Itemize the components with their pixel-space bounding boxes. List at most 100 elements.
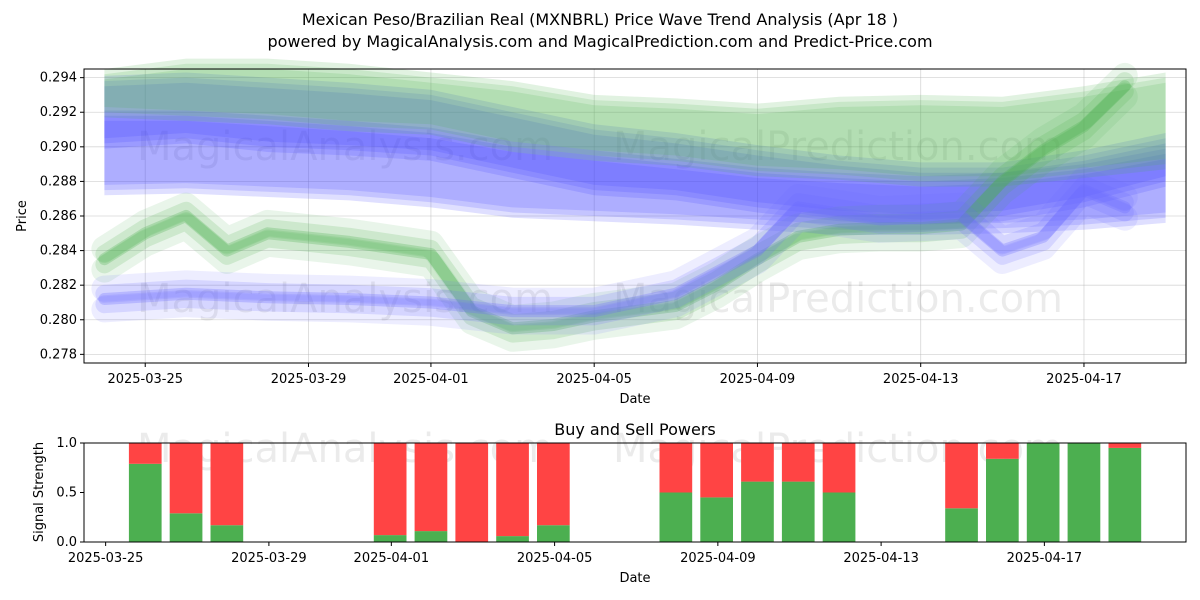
blue-wave	[91, 187, 1138, 335]
signal-x-tick-label: 2025-04-01	[354, 551, 430, 566]
upper-blue-band	[104, 82, 1166, 225]
buy-bar	[1067, 443, 1101, 542]
signal-bars	[128, 443, 1142, 542]
buy-bar	[373, 535, 407, 542]
price-x-tick-label: 2025-04-09	[720, 372, 796, 387]
signal-x-tick-label: 2025-04-05	[517, 551, 593, 566]
green-wave	[95, 72, 1134, 333]
buy-bar	[128, 463, 162, 542]
lower-blue-band	[104, 115, 1166, 230]
buy-bar	[537, 525, 570, 542]
price-y-axis-label: Price	[15, 200, 30, 232]
price-x-axis-label: Date	[619, 392, 650, 407]
price-bands	[104, 58, 1166, 235]
chart-subtitle: powered by MagicalAnalysis.com and Magic…	[267, 32, 932, 51]
price-y-tick-label: 0.280	[40, 313, 77, 328]
price-axis-ticks: 0.278 0.280 0.282 0.284 0.286 0.288 0.290 0.292…	[40, 71, 1122, 387]
price-y-tick-label: 0.292	[40, 105, 77, 120]
watermark-right: MagicalPrediction.com	[613, 124, 1063, 170]
signal-x-tick-label: 2025-04-17	[1007, 551, 1083, 566]
buy-bar	[169, 513, 203, 542]
signal-axis-ticks: 0.0 0.5 1.0 2025-03-25 2025-03-29 2025-04-01 2…	[56, 436, 1082, 566]
price-y-tick-label: 0.288	[40, 174, 77, 189]
signal-y-axis-label: Signal Strength	[32, 442, 47, 542]
signal-plot-frame	[83, 442, 1187, 543]
price-y-tick-label: 0.286	[40, 209, 77, 224]
sell-bar	[537, 443, 570, 526]
sell-bar	[945, 443, 978, 509]
buy-bar	[986, 458, 1019, 542]
sell-bar	[169, 443, 203, 514]
buy-bar	[700, 497, 733, 542]
sell-bar	[373, 443, 407, 536]
blue-wave	[95, 186, 1134, 326]
blue-wave	[91, 166, 1138, 314]
signal-x-tick-label: 2025-04-09	[680, 551, 756, 566]
sell-bar	[210, 443, 244, 526]
upper-green-band	[104, 69, 1166, 187]
upper-blue-band	[104, 72, 1166, 215]
buy-bar	[210, 525, 244, 542]
buy-sell-chart: Buy and Sell Powers MagicalAnalysis.com …	[32, 420, 1187, 586]
buy-bar	[659, 492, 693, 542]
price-plot-frame	[83, 68, 1187, 364]
signal-x-tick-label: 2025-04-13	[843, 551, 919, 566]
price-y-tick-label: 0.294	[40, 71, 77, 86]
signal-x-tick-label: 2025-03-25	[68, 551, 144, 566]
price-x-tick-label: 2025-04-05	[556, 372, 632, 387]
green-wave	[98, 80, 1131, 335]
buy-bar	[1108, 447, 1142, 542]
green-wave	[91, 62, 1138, 331]
signal-y-tick-label: 0.0	[56, 535, 77, 550]
price-x-tick-label: 2025-04-01	[393, 372, 469, 387]
watermark-right-2: MagicalPrediction.com	[613, 276, 1063, 322]
buy-bar	[741, 481, 774, 542]
buy-bar	[496, 536, 529, 542]
price-grid	[84, 69, 1186, 363]
sell-bar	[128, 443, 162, 464]
blue-wave	[98, 184, 1131, 318]
buy-bar	[1026, 443, 1060, 542]
price-wave-chart: MagicalAnalysis.com MagicalPrediction.co…	[15, 58, 1187, 407]
price-x-tick-label: 2025-03-25	[107, 372, 183, 387]
price-y-tick-label: 0.278	[40, 347, 77, 362]
signal-y-tick-label: 0.5	[56, 486, 77, 501]
buy-bar	[945, 508, 978, 542]
price-y-tick-label: 0.290	[40, 140, 77, 155]
sell-bar	[414, 443, 448, 532]
sell-bar	[781, 443, 815, 482]
upper-green-band	[104, 63, 1166, 182]
sell-bar	[455, 443, 489, 542]
price-y-tick-label: 0.282	[40, 278, 77, 293]
green-wave	[95, 82, 1134, 343]
buy-bar	[414, 531, 448, 542]
watermark-left: MagicalAnalysis.com	[137, 124, 553, 170]
buy-bar	[781, 481, 815, 542]
price-x-tick-label: 2025-04-17	[1046, 372, 1122, 387]
price-x-tick-label: 2025-04-13	[883, 372, 959, 387]
lower-blue-band	[104, 110, 1166, 225]
price-waves	[91, 62, 1138, 352]
sell-bar	[659, 443, 693, 493]
sell-bar	[986, 443, 1019, 459]
signal-x-axis-label: Date	[619, 571, 650, 586]
price-y-tick-label: 0.284	[40, 244, 77, 259]
lower-blue-band	[104, 120, 1166, 235]
sell-bar	[741, 443, 774, 482]
signal-y-tick-label: 1.0	[56, 436, 77, 451]
price-x-tick-label: 2025-03-29	[271, 372, 347, 387]
sell-bar	[822, 443, 856, 493]
sell-bar	[700, 443, 733, 498]
green-wave	[91, 83, 1138, 352]
signal-x-tick-label: 2025-03-29	[231, 551, 307, 566]
buy-sell-title: Buy and Sell Powers	[554, 420, 716, 439]
blue-wave	[95, 175, 1134, 315]
watermark-left-2: MagicalAnalysis.com	[137, 276, 553, 322]
upper-blue-band	[104, 77, 1166, 220]
chart-title: Mexican Peso/Brazilian Real (MXNBRL) Pri…	[302, 10, 898, 29]
upper-green-band	[104, 58, 1166, 177]
buy-bar	[822, 492, 856, 542]
sell-bar	[1108, 443, 1142, 448]
sell-bar	[496, 443, 529, 537]
